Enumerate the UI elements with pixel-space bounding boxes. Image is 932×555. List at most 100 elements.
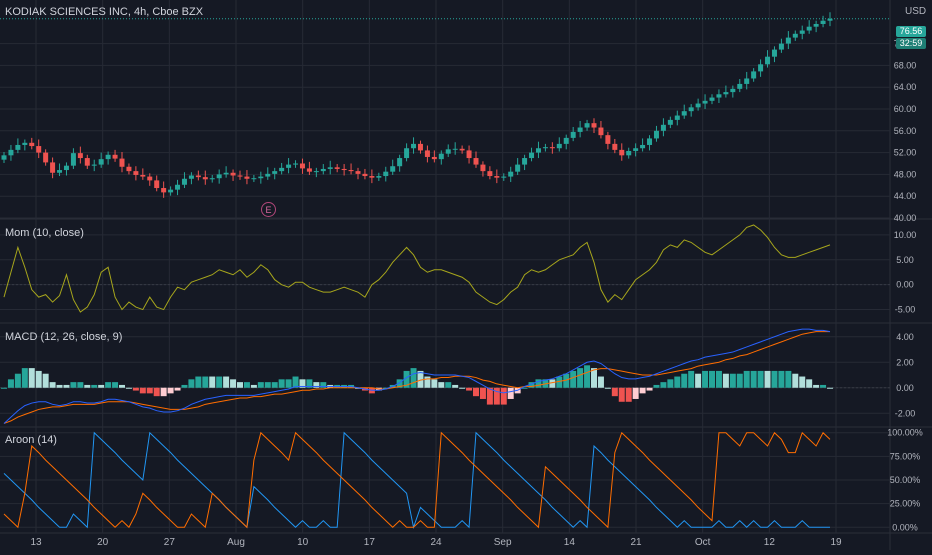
- candle-body: [522, 158, 528, 165]
- aroon-y-tick-label-0: 100.00%: [887, 428, 923, 438]
- macd-histogram-bar: [292, 376, 299, 388]
- macd-y-tick-label-2: 0.00: [896, 383, 914, 393]
- mom-y-tick-label-3: -5.00: [895, 305, 916, 315]
- macd-histogram-bar: [188, 379, 195, 388]
- candle-body: [549, 147, 555, 149]
- macd-histogram-bar: [42, 373, 49, 388]
- price-y-tick-label-3: 60.00: [894, 104, 917, 114]
- macd-histogram-bar: [646, 387, 653, 391]
- macd-histogram-bar: [70, 382, 77, 388]
- macd-histogram-bar: [396, 379, 403, 388]
- macd-histogram-bar: [500, 387, 507, 405]
- macd-histogram-bar: [28, 368, 35, 388]
- macd-histogram-bar: [91, 384, 98, 388]
- macd-histogram-bar: [493, 387, 500, 405]
- candle-body: [529, 152, 535, 159]
- macd-histogram-bar: [771, 370, 778, 388]
- x-tick-label-2: 27: [164, 537, 176, 548]
- macd-histogram-bar: [264, 382, 271, 388]
- macd-histogram-bar: [98, 384, 105, 388]
- candle-body: [244, 176, 250, 179]
- candle-body: [765, 56, 771, 65]
- candle-body: [376, 176, 382, 178]
- macd-histogram-bar: [132, 387, 139, 391]
- x-tick-label-9: 21: [630, 537, 642, 548]
- macd-histogram-bar: [535, 379, 542, 388]
- macd-histogram-bar: [618, 387, 625, 402]
- macd-histogram-bar: [230, 379, 237, 388]
- macd-histogram-bar: [827, 387, 833, 389]
- macd-y-tick-label-3: -2.00: [895, 408, 916, 418]
- candle-body: [674, 115, 680, 120]
- candle-body: [181, 178, 187, 185]
- macd-histogram-bar: [417, 370, 424, 388]
- candle-body: [15, 144, 21, 150]
- candle-body: [827, 18, 833, 21]
- aroon-y-tick-label-4: 0.00%: [892, 522, 918, 532]
- macd-histogram-bar: [431, 379, 438, 388]
- earnings-marker[interactable]: E: [261, 202, 276, 217]
- chart-title: KODIAK SCIENCES INC, 4h, Cboe BZX: [5, 6, 204, 18]
- candle-body: [619, 149, 625, 156]
- candle-body: [286, 164, 292, 168]
- macd-histogram-bar: [174, 387, 181, 391]
- candle-body: [716, 94, 722, 98]
- macd-histogram-bar: [202, 376, 209, 388]
- candle-body: [452, 148, 458, 150]
- candle-body: [813, 23, 819, 27]
- macd-histogram-bar: [1, 387, 7, 389]
- countdown-badge: 32:59: [896, 38, 926, 49]
- macd-histogram-bar: [181, 384, 188, 388]
- x-tick-label-5: 17: [364, 537, 376, 548]
- candle-body: [542, 147, 548, 149]
- candle-body: [570, 131, 576, 138]
- macd-histogram-bar: [146, 387, 153, 394]
- macd-histogram-bar: [237, 382, 243, 388]
- macd-histogram-bar: [709, 370, 715, 388]
- candle-body: [334, 167, 340, 169]
- macd-histogram-bar: [243, 382, 250, 388]
- macd-histogram-bar: [799, 376, 806, 388]
- macd-histogram-bar: [313, 382, 320, 388]
- candle-body: [91, 164, 97, 166]
- candle-body: [771, 49, 777, 57]
- macd-histogram-bar: [604, 387, 611, 389]
- candle-body: [515, 164, 521, 172]
- x-tick-label-10: Oct: [695, 537, 711, 548]
- candle-body: [695, 103, 701, 108]
- macd-histogram-bar: [452, 384, 459, 388]
- macd-histogram-bar: [722, 373, 729, 388]
- macd-histogram-bar: [167, 387, 174, 394]
- macd-histogram-bar: [778, 370, 785, 388]
- mom-y-tick-label-0: 10.00: [894, 230, 917, 240]
- aroon-y-tick-label-1: 75.00%: [890, 451, 921, 461]
- candle-body: [785, 37, 791, 44]
- candle-body: [535, 148, 541, 153]
- candle-body: [591, 123, 597, 128]
- candle-body: [647, 138, 653, 145]
- macd-histogram-bar: [486, 387, 493, 405]
- macd-histogram-bar: [21, 368, 28, 388]
- momentum-line: [3, 224, 831, 313]
- candle-body: [98, 159, 104, 165]
- candle-body: [77, 153, 83, 159]
- macd-histogram-bar: [216, 376, 223, 388]
- candle-body: [29, 142, 35, 147]
- candle-body: [667, 119, 673, 125]
- price-y-tick-label-2: 64.00: [894, 82, 917, 92]
- macd-histogram-bar: [153, 387, 160, 397]
- candle-body: [424, 150, 430, 157]
- macd-histogram-bar: [570, 370, 577, 388]
- macd-histogram-bar: [792, 373, 799, 388]
- candle-body: [362, 173, 368, 177]
- macd-histogram-bar: [591, 368, 597, 388]
- macd-histogram-bar: [209, 376, 216, 388]
- candle-body: [383, 171, 389, 177]
- macd-y-tick-label-0: 4.00: [896, 332, 914, 342]
- candle-body: [43, 152, 49, 163]
- candle-body: [341, 168, 347, 171]
- macd-histogram-bar: [459, 387, 466, 389]
- candle-body: [820, 20, 826, 24]
- candle-body: [633, 148, 639, 151]
